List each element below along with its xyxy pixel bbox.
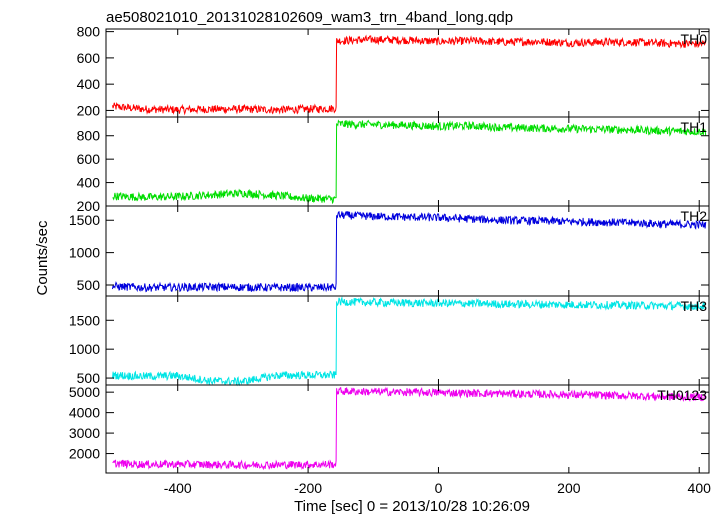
series-label-th2: TH2	[681, 208, 708, 224]
x-tick-label: 200	[557, 480, 581, 496]
panel-frame	[105, 384, 710, 474]
y-tick-label: 800	[77, 24, 101, 40]
panel-th0123: 2000 3000 4000 5000 TH0123	[69, 384, 710, 474]
y-tick-label: 200	[77, 198, 101, 214]
y-tick-label: 400	[77, 175, 101, 191]
panel-th2: 500 1000 1500 TH2	[69, 205, 710, 297]
panel-th3: 500 1000 1500 TH3	[69, 295, 710, 387]
y-tick-label: 1000	[69, 341, 100, 357]
series-label-th1: TH1	[681, 119, 708, 135]
y-tick-label: 4000	[69, 405, 100, 421]
series-label-th0: TH0	[681, 31, 708, 47]
y-tick-label: 2000	[69, 446, 100, 462]
y-axis-label: Counts/sec	[34, 220, 51, 296]
series-line-th0	[112, 34, 707, 116]
y-tick-label: 3000	[69, 425, 100, 441]
y-tick-label: 400	[77, 76, 101, 92]
x-tick-label: -200	[294, 480, 322, 496]
y-tick-label: 1500	[69, 212, 100, 228]
panels-group: 200 400 600 800 TH0 200 400 600 800 TH1 500 1000 150…	[69, 24, 711, 496]
y-tick-label: 200	[77, 102, 101, 118]
y-tick-label: 500	[77, 277, 101, 293]
y-tick-label: 500	[77, 370, 101, 386]
y-tick-label: 600	[77, 151, 101, 167]
series-line-th2	[112, 210, 707, 293]
panel-frame	[105, 205, 710, 297]
y-tick-label: 800	[77, 128, 101, 144]
y-tick-label: 1000	[69, 245, 100, 261]
x-tick-label: -400	[164, 480, 192, 496]
panel-th0: 200 400 600 800 TH0	[77, 24, 710, 118]
panel-frame	[105, 295, 710, 386]
series-line-th0123	[112, 386, 707, 471]
y-tick-label: 1500	[69, 312, 100, 328]
x-tick-label: 0	[435, 480, 443, 496]
series-label-th3: TH3	[681, 298, 708, 314]
x-tick-label: 400	[688, 480, 712, 496]
panel-th1: 200 400 600 800 TH1	[77, 116, 710, 214]
chart-title: ae508021010_20131028102609_wam3_trn_4ban…	[106, 9, 513, 26]
x-axis-label: Time [sec] 0 = 2013/10/28 10:26:09	[294, 498, 530, 515]
series-line-th1	[112, 119, 707, 205]
y-tick-label: 5000	[69, 384, 100, 400]
y-tick-label: 600	[77, 50, 101, 66]
series-label-th0123: TH0123	[657, 387, 707, 403]
series-line-th3	[112, 295, 706, 387]
